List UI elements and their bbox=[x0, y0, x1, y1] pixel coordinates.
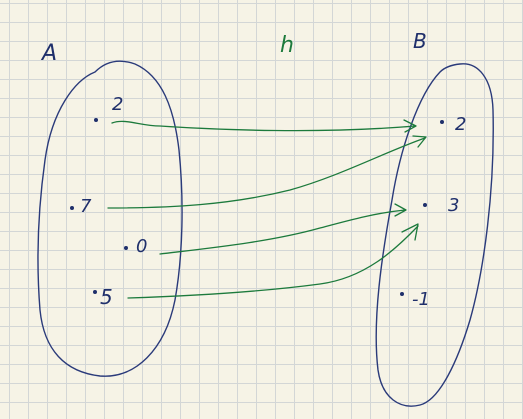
arrowhead bbox=[394, 203, 407, 217]
set-a-label: A bbox=[40, 41, 57, 66]
element-dot bbox=[124, 246, 128, 250]
element-dot bbox=[94, 118, 98, 122]
function-label: h bbox=[280, 33, 294, 58]
arrowhead bbox=[412, 135, 427, 148]
set-b-outline bbox=[375, 63, 494, 407]
element-dot bbox=[93, 290, 97, 294]
element-b-2: 2 bbox=[455, 114, 466, 135]
element-a-5: 5 bbox=[100, 285, 113, 309]
element-dot bbox=[400, 292, 404, 296]
element-dot bbox=[423, 203, 427, 207]
mapping-arrow-0-to-3 bbox=[159, 209, 406, 255]
element-b-neg1: -1 bbox=[412, 289, 430, 310]
mapping-arrow-5-to-3 bbox=[127, 225, 419, 299]
element-a-7: 7 bbox=[80, 196, 92, 217]
element-dot bbox=[440, 120, 444, 124]
mapping-arrow-7-to-2 bbox=[107, 137, 426, 209]
element-b-3: 3 bbox=[448, 195, 459, 216]
element-a-2: 2 bbox=[112, 94, 123, 115]
arrowhead bbox=[403, 119, 417, 133]
mapping-arrow-2-to-2 bbox=[111, 120, 416, 132]
element-a-0: 0 bbox=[136, 236, 147, 257]
set-b-label: B bbox=[413, 29, 427, 53]
arrowhead bbox=[401, 223, 419, 241]
element-dot bbox=[70, 206, 74, 210]
set-a-outline bbox=[37, 60, 183, 377]
